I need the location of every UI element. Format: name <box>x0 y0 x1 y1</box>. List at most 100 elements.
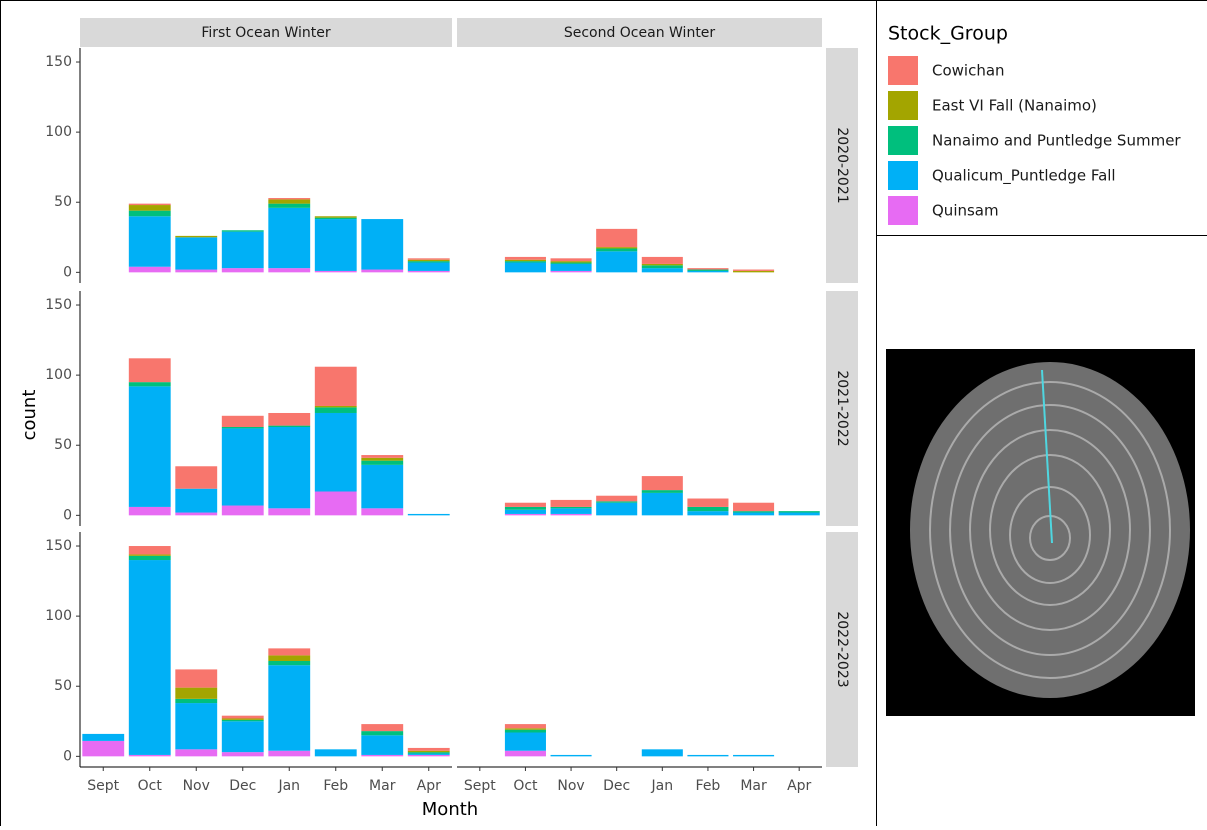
bar-segment <box>129 267 171 273</box>
bar-segment <box>222 718 264 719</box>
bar-segment <box>687 268 728 269</box>
bar-segment <box>315 271 357 272</box>
bar-segment <box>505 751 546 757</box>
bar-segment <box>222 716 264 719</box>
bar-segment <box>129 358 171 382</box>
bar-segment <box>733 511 774 512</box>
bar-segment <box>596 251 637 272</box>
bar-segment <box>222 232 264 268</box>
x-tick-label: Oct <box>513 778 538 794</box>
legend-label: East VI Fall (Nanaimo) <box>932 97 1097 115</box>
y-tick-label: 100 <box>45 608 72 624</box>
bar-segment <box>268 208 310 268</box>
x-tick-label: Nov <box>183 778 210 794</box>
bar-segment <box>175 703 217 749</box>
bar-segment <box>315 492 357 516</box>
bar-segment <box>175 270 217 273</box>
bar-segment <box>222 416 264 427</box>
y-tick-label: 50 <box>54 437 72 453</box>
bar-segment <box>361 731 403 735</box>
legend-key <box>888 126 918 155</box>
bar-segment <box>222 752 264 756</box>
bar-segment <box>687 511 728 515</box>
bar-segment <box>222 720 264 721</box>
bar-segment <box>361 270 403 273</box>
y-tick-label: 0 <box>63 264 72 280</box>
bar-segment <box>175 699 217 703</box>
bar-segment <box>505 724 546 728</box>
bar-segment <box>596 496 637 502</box>
bar-segment <box>733 271 774 272</box>
legend-label: Cowichan <box>932 62 1005 80</box>
y-tick-label: 0 <box>63 748 72 764</box>
bar-segment <box>408 514 450 515</box>
bar-segment <box>687 507 728 511</box>
bar-segment <box>315 367 357 406</box>
bar-segment <box>129 755 171 756</box>
x-tick-label: Mar <box>369 778 396 794</box>
bar-segment <box>687 271 728 272</box>
bar-segment <box>129 204 171 205</box>
bar-segment <box>129 560 171 755</box>
bar-segment <box>129 205 171 211</box>
chart: Stock_Group Month count First Ocean Wint… <box>0 0 1207 826</box>
bar-segment <box>505 730 546 733</box>
y-tick-label: 150 <box>45 54 72 70</box>
bar-segment <box>268 199 310 203</box>
bar-segment <box>596 247 637 248</box>
bar-segment <box>268 413 310 426</box>
bar-segment <box>551 263 592 264</box>
bar-segment <box>551 271 592 272</box>
bar-segment <box>268 427 310 508</box>
bar-segment <box>129 211 171 217</box>
bar-segment <box>268 751 310 757</box>
legend-label: Quinsam <box>932 202 999 220</box>
bar-segment <box>222 230 264 231</box>
bar-segment <box>175 237 217 269</box>
x-axis-title: Month <box>422 799 478 820</box>
bar-segment <box>505 257 546 260</box>
bar-segment <box>596 501 637 502</box>
bar-segment <box>505 510 546 514</box>
bar-segment <box>642 476 683 490</box>
bar-segment <box>268 268 310 272</box>
bar-segment <box>687 499 728 507</box>
bar-segment <box>361 461 403 465</box>
bar-segment <box>268 426 310 427</box>
bar-segment <box>408 271 450 272</box>
y-tick-label: 150 <box>45 297 72 313</box>
scale-photo <box>886 349 1195 716</box>
bar-segment <box>408 754 450 755</box>
bar-segment <box>268 665 310 751</box>
facet-label: First Ocean Winter <box>201 25 331 41</box>
bar-segment <box>129 507 171 515</box>
x-tick-label: Jan <box>651 778 674 794</box>
bar-segment <box>129 546 171 554</box>
bar-segment <box>175 749 217 756</box>
bar-segment <box>551 507 592 508</box>
bar-segment <box>268 648 310 655</box>
y-tick-label: 100 <box>45 124 72 140</box>
bar-segment <box>551 500 592 507</box>
bar-segment <box>129 554 171 555</box>
bar-segment <box>408 755 450 756</box>
y-tick-label: 100 <box>45 367 72 383</box>
bar-segment <box>642 264 683 265</box>
x-tick-label: Apr <box>417 778 441 794</box>
bar-segment <box>505 261 546 262</box>
bar-segment <box>642 490 683 493</box>
bar-segment <box>551 508 592 514</box>
bar-segment <box>361 219 403 269</box>
bar-segment <box>642 268 683 272</box>
bar-segment <box>733 270 774 271</box>
x-tick-label: Dec <box>229 778 256 794</box>
bar-segment <box>687 755 728 756</box>
bar-segment <box>315 218 357 219</box>
bar-segment <box>642 265 683 268</box>
bar-segment <box>779 511 820 512</box>
bar-segment <box>408 748 450 751</box>
bar-segment <box>129 386 171 507</box>
bar-segment <box>175 466 217 488</box>
x-tick-label: Feb <box>696 778 721 794</box>
x-tick-label: Feb <box>323 778 348 794</box>
